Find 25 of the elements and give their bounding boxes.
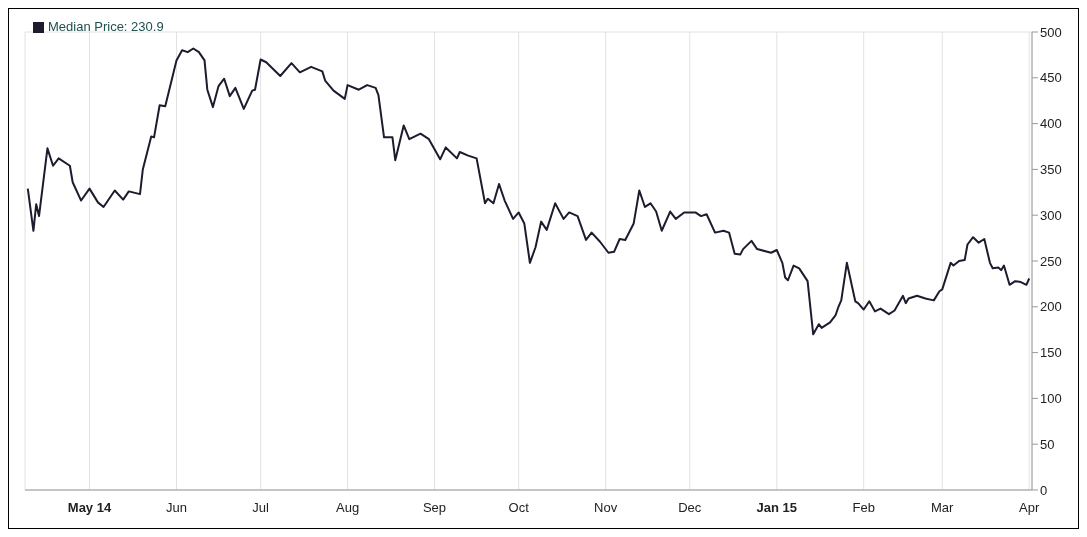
x-tick-label: Mar — [931, 500, 955, 515]
y-tick-label: 500 — [1040, 24, 1062, 40]
x-tick-label: Aug — [336, 500, 360, 515]
y-tick-label: 400 — [1040, 116, 1062, 132]
line-series — [26, 47, 1031, 336]
y-tick-label: 0 — [1040, 482, 1048, 498]
x-tick-label: Dec — [678, 500, 702, 515]
x-tick-label: May 14 — [67, 500, 112, 515]
x-tick-label: Nov — [594, 500, 618, 515]
x-tick-label: Jun — [165, 500, 187, 515]
y-tick-label: 150 — [1040, 345, 1062, 361]
x-tick-label: Feb — [852, 500, 875, 515]
y-tick-label: 100 — [1040, 391, 1062, 407]
x-tick-label: Jul — [252, 500, 270, 515]
x-tick-label: Oct — [508, 500, 530, 515]
x-tick-label: Sep — [422, 500, 447, 515]
y-tick-label: 450 — [1040, 70, 1062, 86]
y-tick-label: 350 — [1040, 162, 1062, 178]
y-tick-label: 300 — [1040, 207, 1062, 223]
legend-label: Median Price: 230.9 — [48, 19, 164, 34]
y-tick-label: 50 — [1040, 436, 1055, 452]
y-tick-label: 200 — [1040, 299, 1062, 315]
x-tick-label: Apr — [1019, 500, 1040, 515]
x-tick-label: Jan 15 — [756, 500, 797, 515]
y-tick-label: 250 — [1040, 253, 1062, 269]
